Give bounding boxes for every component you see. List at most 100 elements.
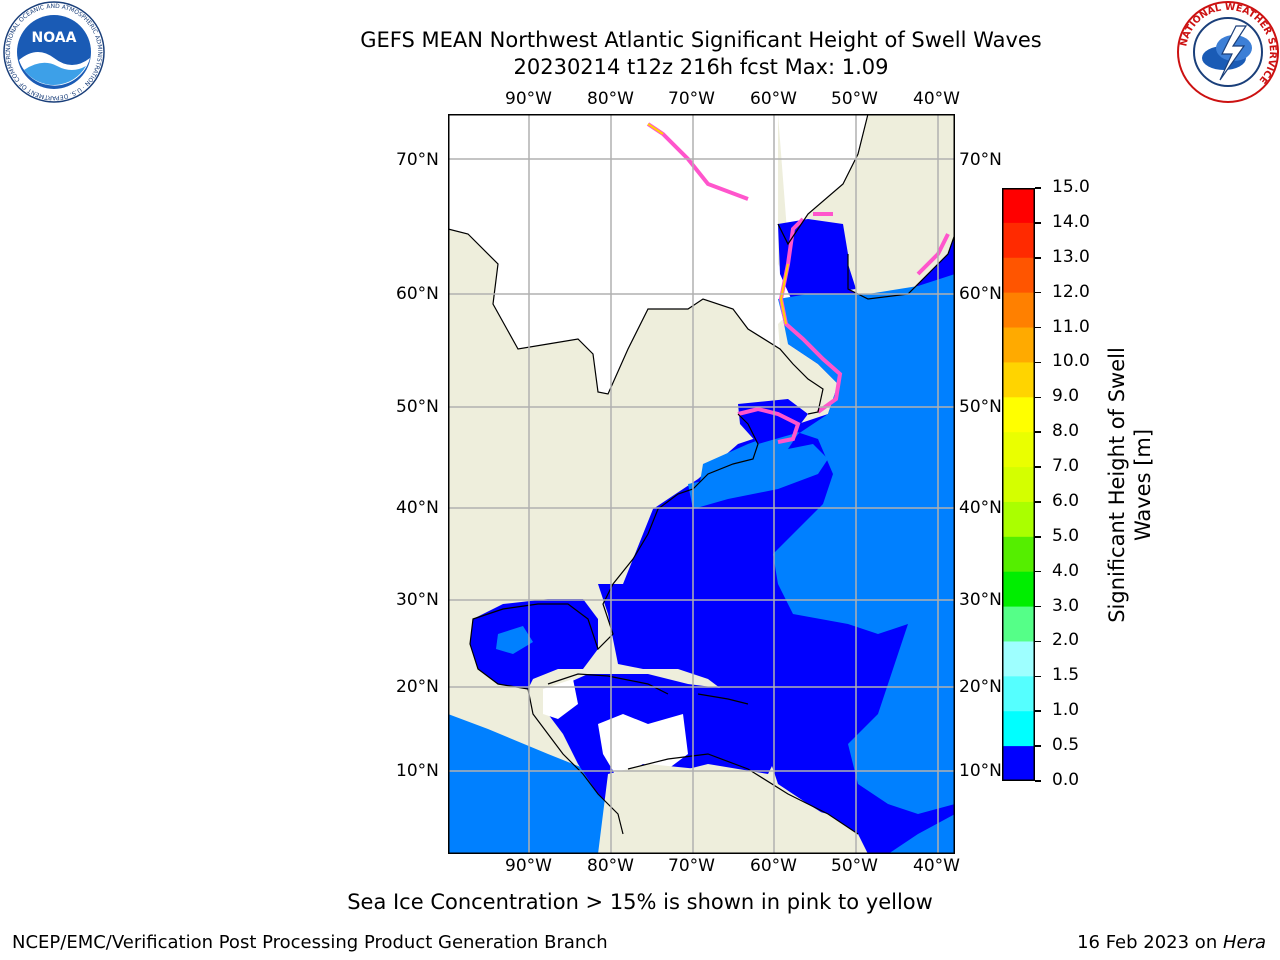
colorbar-tick-label: 5.0 <box>1052 525 1080 546</box>
lon-label-top: 90°W <box>505 89 552 109</box>
colorbar-band <box>1002 362 1035 398</box>
colorbar-tick-label: 8.0 <box>1052 421 1080 442</box>
lat-label-right: 20°N <box>959 677 1002 697</box>
sea-ice-note: Sea Ice Concentration > 15% is shown in … <box>347 890 933 914</box>
graticule <box>448 114 955 854</box>
colorbar-tick <box>1035 396 1041 399</box>
colorbar-tick-label: 14.0 <box>1052 211 1090 232</box>
nws-logo: NATIONAL WEATHER SERVICE <box>1177 1 1279 103</box>
colorbar-tick <box>1035 640 1041 643</box>
colorbar-tick-label: 0.5 <box>1052 735 1080 756</box>
colorbar-tick <box>1035 605 1041 608</box>
lon-label-top: 50°W <box>831 89 878 109</box>
lat-label-right: 30°N <box>959 590 1002 610</box>
lon-label-bottom: 60°W <box>750 856 797 876</box>
lat-label-left: 30°N <box>396 590 439 610</box>
lon-label-top: 60°W <box>750 89 797 109</box>
lon-label-bottom: 50°W <box>831 856 878 876</box>
lon-label-bottom: 80°W <box>587 856 634 876</box>
colorbar-band <box>1002 432 1035 468</box>
colorbar-band <box>1002 397 1035 433</box>
colorbar-band <box>1002 641 1035 677</box>
colorbar-tick <box>1035 501 1041 503</box>
colorbar-band <box>1002 571 1035 608</box>
lat-label-left: 60°N <box>396 284 439 304</box>
colorbar-tick <box>1035 710 1041 712</box>
colorbar-tick-label: 11.0 <box>1052 316 1090 337</box>
chart-subtitle: 20230214 t12z 216h fcst Max: 1.09 <box>513 55 889 79</box>
colorbar-tick <box>1035 291 1041 294</box>
colorbar-tick <box>1035 780 1041 782</box>
colorbar-tick <box>1035 431 1041 433</box>
lat-label-left: 50°N <box>396 397 439 417</box>
lat-label-left: 10°N <box>396 761 439 781</box>
colorbar-title-line2: Waves [m] <box>1131 428 1155 542</box>
lat-label-left: 40°N <box>396 498 439 518</box>
colorbar-title-line1: Significant Height of Swell <box>1105 347 1129 623</box>
colorbar-tick <box>1035 570 1041 573</box>
colorbar-band <box>1002 711 1035 747</box>
colorbar-tick-label: 9.0 <box>1052 386 1080 407</box>
colorbar-tick <box>1035 536 1041 538</box>
footer-date-text: 16 Feb 2023 on <box>1077 932 1223 953</box>
lon-label-bottom: 70°W <box>668 856 715 876</box>
swell-height-map <box>448 114 955 854</box>
lat-label-right: 70°N <box>959 150 1002 170</box>
south-america-land <box>598 764 868 854</box>
lat-label-left: 20°N <box>396 677 439 697</box>
colorbar-band <box>1002 501 1035 538</box>
lat-label-right: 10°N <box>959 761 1002 781</box>
colorbar-tick <box>1035 466 1041 468</box>
map-frame <box>448 114 955 854</box>
colorbar-tick-label: 13.0 <box>1052 246 1090 267</box>
lat-label-right: 50°N <box>959 397 1002 417</box>
colorbar-tick-label: 15.0 <box>1052 177 1090 197</box>
colorbar-band <box>1002 222 1035 259</box>
colorbar-tick-label: 2.0 <box>1052 630 1080 651</box>
colorbar-band <box>1002 676 1035 712</box>
lon-label-top: 70°W <box>668 89 715 109</box>
colorbar-band <box>1002 746 1035 781</box>
colorbar <box>1002 188 1035 781</box>
chart-title: GEFS MEAN Northwest Atlantic Significant… <box>360 28 1042 52</box>
colorbar-tick <box>1035 222 1041 224</box>
colorbar-tick-label: 4.0 <box>1052 560 1080 581</box>
footer-host: Hera <box>1222 932 1266 953</box>
colorbar-band <box>1002 606 1035 642</box>
lat-label-right: 40°N <box>959 498 1002 518</box>
footer-credit: NCEP/EMC/Verification Post Processing Pr… <box>12 932 608 953</box>
caribbean-white <box>543 679 578 719</box>
colorbar-tick <box>1035 326 1041 329</box>
colorbar-band <box>1002 467 1035 503</box>
lat-label-left: 70°N <box>396 150 439 170</box>
atlantic-mid-swell <box>688 444 828 509</box>
footer-date: 16 Feb 2023 on Hera <box>1077 932 1266 953</box>
colorbar-tick <box>1035 187 1041 189</box>
colorbar-band <box>1002 188 1035 224</box>
colorbar-tick <box>1035 361 1041 364</box>
colorbar-tick-label: 12.0 <box>1052 281 1090 302</box>
colorbar-band <box>1002 257 1035 294</box>
atlantic-mid-swell <box>698 274 955 814</box>
colorbar-tick-label: 6.0 <box>1052 490 1080 511</box>
colorbar-tick-label: 0.0 <box>1052 770 1080 790</box>
gulf-light-patch <box>496 626 533 654</box>
colorbar-band <box>1002 292 1035 329</box>
colorbar-tick-label: 7.0 <box>1052 456 1080 477</box>
lon-label-bottom: 40°W <box>913 856 960 876</box>
lon-label-top: 80°W <box>587 89 634 109</box>
colorbar-tick-label: 10.0 <box>1052 351 1090 372</box>
colorbar-tick <box>1035 257 1041 259</box>
lon-label-bottom: 90°W <box>505 856 552 876</box>
pacific-ocean <box>448 714 628 854</box>
sea-ice-yellow <box>647 123 789 325</box>
caribbean-white <box>598 714 688 779</box>
lat-label-right: 60°N <box>959 284 1002 304</box>
labrador-sea <box>793 224 856 294</box>
lon-label-top: 40°W <box>913 89 960 109</box>
colorbar-band <box>1002 327 1035 363</box>
noaa-logo: NATIONAL OCEANIC AND ATMOSPHERIC ADMINIS… <box>2 0 105 103</box>
colorbar-band <box>1002 536 1035 573</box>
colorbar-tick <box>1035 675 1041 678</box>
colorbar-tick-label: 1.0 <box>1052 700 1080 721</box>
